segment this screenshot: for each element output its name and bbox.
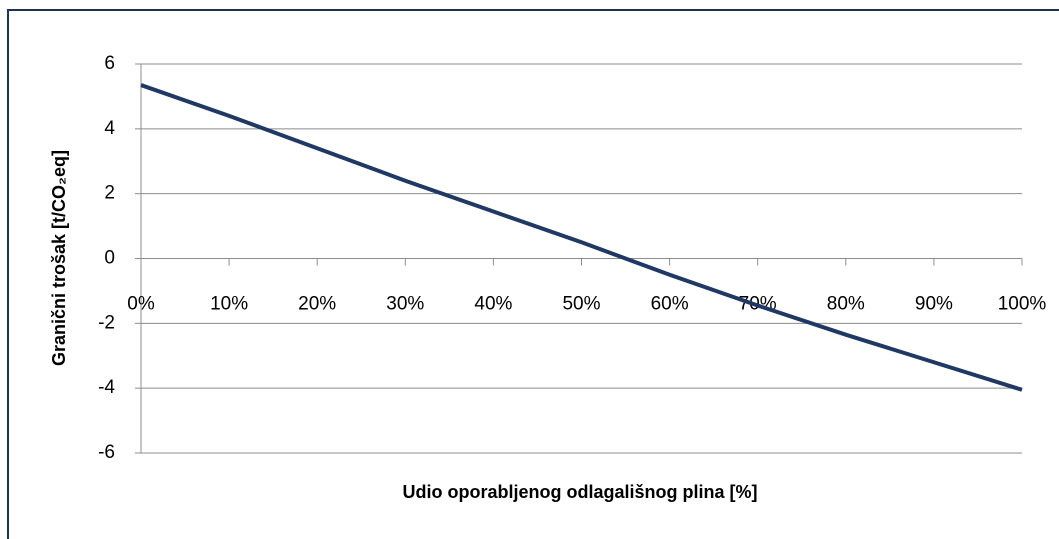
x-tick-label: 90%: [915, 294, 953, 315]
y-axis-title: Granični trošak [t/CO₂eq]: [49, 150, 69, 366]
y-tick-label: -2: [98, 312, 115, 333]
y-tick-label: 4: [104, 118, 115, 139]
x-tick-label: 20%: [298, 294, 336, 315]
x-tick-label: 0%: [127, 294, 155, 315]
x-tick-label: 80%: [827, 294, 865, 315]
x-tick-label: 30%: [386, 294, 424, 315]
x-tick-label: 40%: [474, 294, 512, 315]
x-tick-label: 10%: [210, 294, 248, 315]
y-tick-label: 6: [104, 53, 115, 74]
y-tick-label: -6: [98, 442, 115, 463]
x-tick-label: 50%: [562, 294, 600, 315]
x-tick-label: 100%: [998, 294, 1047, 315]
y-tick-label: -4: [98, 377, 115, 398]
data-line: [140, 83, 1023, 392]
y-tick-label: 2: [104, 183, 115, 204]
x-axis-title: Udio oporabljenog odlagališnog plina [%]: [403, 482, 758, 502]
frame: [7, 9, 1059, 539]
x-tick-label: 60%: [651, 294, 689, 315]
y-tick-label: 0: [104, 248, 115, 269]
